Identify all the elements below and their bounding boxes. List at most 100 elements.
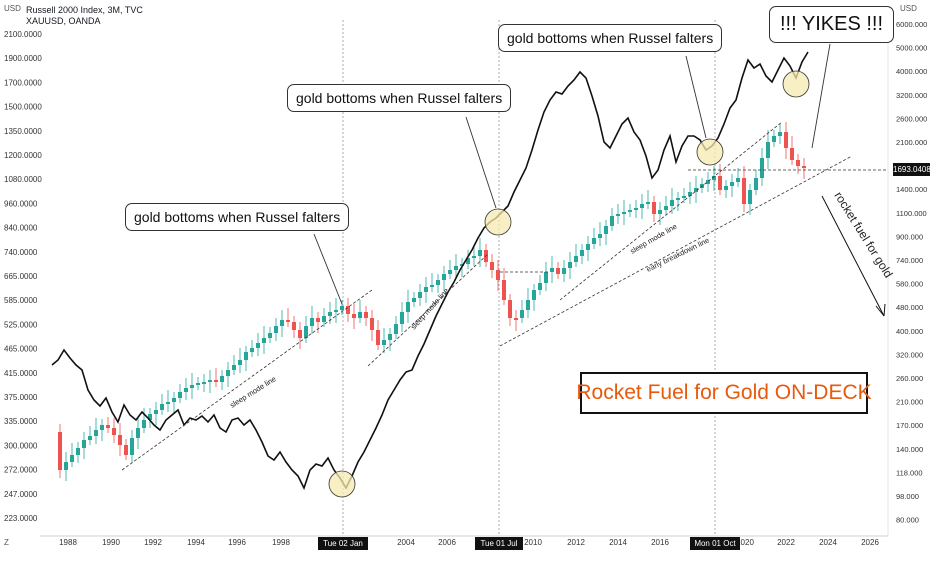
candle-body	[64, 462, 68, 470]
candle-body	[208, 380, 212, 382]
right-tick-label: 900.000	[896, 232, 923, 241]
candle-body	[238, 360, 242, 365]
candle-body	[286, 320, 290, 322]
x-tick-label: 2022	[777, 538, 795, 547]
candle-body	[568, 262, 572, 268]
candle-body	[670, 200, 674, 206]
right-tick-label: 170.000	[896, 421, 923, 430]
candle-body	[82, 440, 86, 448]
right-tick-label: 480.000	[896, 303, 923, 312]
left-tick-label: 300.0000	[4, 441, 38, 450]
right-tick-label: 580.000	[896, 280, 923, 289]
candle-body	[214, 380, 218, 382]
right-tick-label: 5000.000	[896, 44, 927, 53]
sleep-mode-line-3	[559, 121, 783, 301]
x-tick-label: 1990	[102, 538, 120, 547]
right-tick-label: 210.000	[896, 398, 923, 407]
candle-body	[526, 300, 530, 310]
candle-body	[58, 432, 62, 470]
left-tick-label: 740.0000	[4, 248, 38, 257]
candle-body	[364, 312, 368, 318]
candle-body	[796, 160, 800, 166]
candle-body	[388, 334, 392, 340]
left-tick-label: 840.0000	[4, 224, 38, 233]
rocket-fuel-title: Rocket Fuel for Gold ON-DECK	[576, 372, 872, 414]
candle-body	[70, 455, 74, 462]
candle-body	[496, 270, 500, 280]
candle-body	[766, 142, 770, 158]
early-breakdown-line	[499, 155, 853, 347]
candle-body	[538, 283, 542, 290]
x-tick-label: 1988	[59, 538, 77, 547]
left-tick-label: 247.0000	[4, 490, 38, 499]
candle-body	[262, 338, 266, 343]
candle-body	[142, 420, 146, 428]
candle-body	[652, 202, 656, 214]
candle-body	[436, 280, 440, 285]
candle-body	[592, 238, 596, 244]
right-tick-label: 4000.000	[896, 67, 927, 76]
candle-body	[658, 210, 662, 214]
chart-canvas: 2100.0000 1900.0000 1700.0000 1500.0000 1350…	[4, 20, 927, 547]
candle-body	[544, 272, 548, 283]
candle-body	[106, 425, 110, 428]
candle-body	[556, 268, 560, 274]
candle-body	[460, 264, 464, 266]
candle-body	[532, 290, 536, 300]
callout-pointer-2	[465, 116, 497, 209]
callout-pointer-3	[685, 55, 707, 139]
right-tick-label: 400.000	[896, 327, 923, 336]
candle-body	[730, 182, 734, 186]
candle-body	[718, 176, 722, 190]
callout-gold-bottoms-2: gold bottoms when Russel falters	[287, 84, 512, 112]
candle-body	[400, 312, 404, 324]
candle-body	[88, 436, 92, 440]
sleep-mode-label-2: sleep mode line	[409, 286, 451, 331]
candle-body	[430, 285, 434, 287]
callout-gold-bottoms-3: gold bottoms when Russel falters	[498, 24, 723, 52]
candle-body	[268, 333, 272, 338]
candle-body	[394, 324, 398, 334]
candle-body	[250, 348, 254, 352]
right-tick-label: 140.000	[896, 445, 923, 454]
candle-body	[166, 402, 170, 404]
left-tick-label: 585.0000	[4, 296, 38, 305]
candle-body	[778, 132, 782, 136]
candle-body	[712, 176, 716, 180]
gold-bottom-circle-2018	[696, 138, 724, 166]
x-tick-label: 2012	[567, 538, 585, 547]
candle-body	[520, 310, 524, 318]
date-marker-2018: Mon 01 Oct '18	[690, 537, 740, 561]
candle-body	[382, 340, 386, 345]
candle-body	[784, 132, 788, 148]
left-tick-label: 1350.0000	[4, 127, 42, 136]
candle-body	[304, 326, 308, 338]
candle-body	[298, 330, 302, 338]
candle-body	[742, 178, 746, 204]
candle-body	[76, 448, 80, 455]
candle-body	[616, 214, 620, 216]
candle-body	[760, 158, 764, 178]
left-tick-label: 1080.0000	[4, 175, 42, 184]
chart-legend: Russell 2000 Index, 3M, TVC XAUUSD, OAND…	[26, 5, 143, 27]
candle-body	[340, 306, 344, 310]
candle-body	[604, 226, 608, 234]
candle-body	[688, 192, 692, 196]
candle-body	[118, 435, 122, 445]
candle-body	[274, 326, 278, 333]
candle-body	[124, 445, 128, 455]
right-tick-label: 3200.000	[896, 91, 927, 100]
candle-body	[322, 316, 326, 322]
candle-body	[160, 404, 164, 410]
candle-body	[622, 212, 626, 214]
candle-body	[370, 318, 374, 330]
candle-body	[466, 258, 470, 264]
candle-body	[772, 136, 776, 142]
candle-body	[724, 186, 728, 190]
candle-body	[514, 318, 518, 320]
candle-body	[628, 210, 632, 212]
right-tick-label: 1400.000	[896, 185, 927, 194]
candle-body	[154, 410, 158, 414]
candle-body	[100, 425, 104, 430]
candle-body	[736, 178, 740, 182]
